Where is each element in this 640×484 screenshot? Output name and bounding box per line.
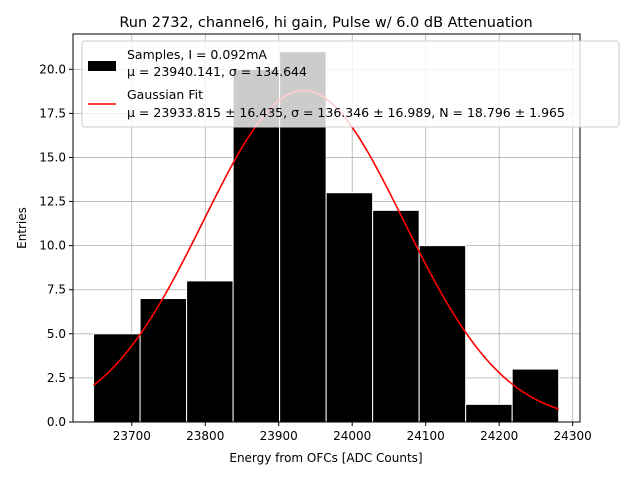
x-tick-label: 24200 [480,429,518,443]
axes-frame [72,33,581,423]
histogram-bar [418,245,467,423]
histogram-bars [93,51,560,423]
x-tick-label: 24100 [407,429,445,443]
y-tick-label: 10.0 [39,239,66,253]
legend-samples-stats: μ = 23940.141, σ = 134.644 [127,64,307,79]
x-tick-label: 23900 [260,429,298,443]
legend-frame [81,40,620,128]
y-tick-label: 5.0 [47,327,66,341]
y-tick-label: 20.0 [39,62,66,76]
y-tick-label: 2.5 [47,371,66,385]
y-tick-label: 12.5 [39,195,66,209]
x-tick-label: 23800 [186,429,224,443]
histogram-bar [465,403,513,423]
legend-fit-label: Gaussian Fit [127,87,203,102]
histogram-bar [325,192,374,423]
legend-samples-label: Samples, I = 0.092mA [127,47,267,62]
x-axis-ticks: 23700 23800 23900 24000 24100 24200 24300 [113,422,592,443]
y-tick-label: 0.0 [47,415,66,429]
legend: Samples, I = 0.092mA μ = 23940.141, σ = … [81,40,620,128]
y-tick-label: 17.5 [39,106,66,120]
histogram-bar [186,280,234,423]
histogram-bar [93,333,141,423]
chart-title: Run 2732, channel6, hi gain, Pulse w/ 6.… [119,15,532,31]
y-tick-label: 15.0 [39,150,66,164]
y-axis-label: Entries [15,207,29,249]
x-tick-label: 24300 [554,429,592,443]
histogram-bar [139,298,188,423]
x-axis-label: Energy from OFCs [ADC Counts] [229,451,422,465]
y-axis-ticks: 0.0 2.5 5.0 7.5 10.0 12.5 15.0 17.5 20.0 [39,62,73,429]
legend-samples-swatch [88,61,116,71]
histogram-bar [232,68,281,423]
x-tick-label: 24000 [333,429,371,443]
x-tick-label: 23700 [113,429,151,443]
y-tick-label: 7.5 [47,283,66,297]
legend-fit-stats: μ = 23933.815 ± 16.435, σ = 136.346 ± 16… [127,105,565,120]
histogram-bar [511,368,560,423]
histogram-bar [372,209,420,423]
